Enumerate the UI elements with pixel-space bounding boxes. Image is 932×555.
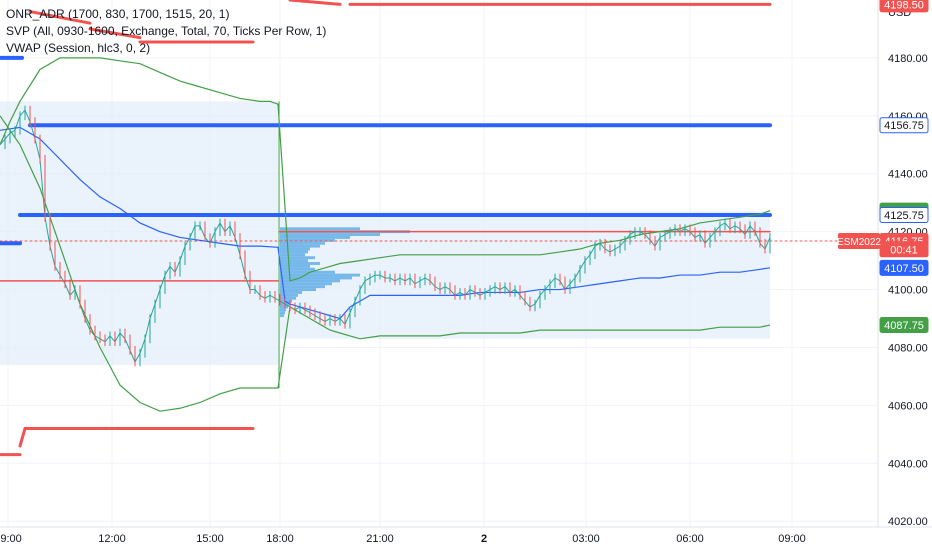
volume-profile-bar	[280, 279, 340, 283]
volume-profile-bar	[280, 288, 316, 292]
price-axis-label-bg	[879, 259, 929, 276]
price-axis-label-bg	[879, 317, 929, 334]
price-axis-label: 4198.50	[884, 0, 924, 11]
volume-profile-bar	[280, 256, 315, 260]
price-axis-label-bg	[879, 241, 929, 258]
x-tick-label: 09:00	[0, 533, 22, 545]
price-axis-label-bg	[879, 206, 929, 223]
y-tick-label: 4180.00	[888, 53, 928, 65]
level-line	[88, 27, 142, 40]
volume-profile-bar	[280, 270, 335, 274]
price-axis-label-bg	[879, 0, 929, 13]
x-tick-label: 18:00	[266, 533, 294, 545]
y-tick-label: 4040.00	[888, 458, 928, 470]
volume-profile-bar	[280, 250, 308, 254]
volume-profile-bar	[280, 296, 296, 300]
price-axis-label: 4087.75	[884, 320, 924, 332]
volume-profile-bar	[280, 305, 288, 309]
volume-profile-bar	[280, 247, 310, 251]
volume-profile-bar	[280, 291, 302, 294]
volume-profile-bar	[280, 293, 298, 297]
legend-onr-adr[interactable]: ONR_ADR (1700, 830, 1700, 1515, 20, 1)	[6, 7, 230, 21]
volume-profile-bar	[280, 311, 285, 315]
indicator-legend: ONR_ADR (1700, 830, 1700, 1515, 20, 1) S…	[6, 6, 326, 57]
price-axis-label: 4107.50	[884, 263, 924, 275]
volume-profile-bar	[280, 267, 315, 271]
volume-profile-bar	[280, 244, 320, 248]
y-tick-label: 4100.00	[888, 285, 928, 297]
price-axis-label: 4125.75	[884, 210, 924, 222]
series-lower-band	[0, 115, 771, 412]
volume-profile-bar	[280, 273, 360, 277]
x-tick-label: 03:00	[572, 533, 600, 545]
symbol-tag: ESM2022	[837, 237, 881, 248]
volume-profile-bar	[280, 238, 335, 242]
volume-profile-bar	[280, 276, 352, 280]
x-tick-label: 15:00	[196, 533, 224, 545]
y-tick-label: 4060.00	[888, 400, 928, 412]
level-line	[288, 0, 342, 6]
volume-profile-bar	[280, 314, 284, 318]
x-tick-label: 09:00	[778, 533, 806, 545]
y-tick-label: 4080.00	[888, 342, 928, 354]
legend-svp[interactable]: SVP (All, 0930-1600, Exchange, Total, 70…	[6, 24, 327, 38]
volume-profile-bar	[280, 235, 350, 239]
volume-profile-bar	[280, 241, 325, 245]
volume-profile-bar	[280, 308, 286, 312]
x-tick-label: 2	[481, 533, 487, 545]
level-line	[18, 427, 27, 448]
price-axis-label: 4156.75	[884, 120, 924, 132]
volume-profile-bar	[280, 264, 310, 268]
volume-profile-bar	[280, 259, 308, 263]
x-tick-label: 06:00	[676, 533, 704, 545]
volume-profile-bar	[280, 227, 360, 231]
symbol-tag-bg	[838, 233, 880, 250]
level-line	[28, 10, 92, 25]
legend-vwap[interactable]: VWAP (Session, hlc3, 0, 2)	[6, 41, 151, 55]
volume-profile-bar	[280, 262, 320, 265]
volume-profile-bar	[280, 282, 332, 286]
volume-profile-bar	[280, 253, 305, 257]
x-tick-label: 21:00	[366, 533, 394, 545]
volume-profile-bar	[280, 285, 325, 289]
series-upper-band	[0, 57, 771, 282]
price-axis-label-bg	[879, 117, 929, 134]
y-tick-label: 4140.00	[888, 169, 928, 181]
price-axis-label: 00:41	[890, 244, 918, 256]
x-tick-label: 12:00	[98, 533, 126, 545]
volume-profile-bar	[280, 233, 380, 236]
y-tick-label: 4020.00	[888, 516, 928, 528]
